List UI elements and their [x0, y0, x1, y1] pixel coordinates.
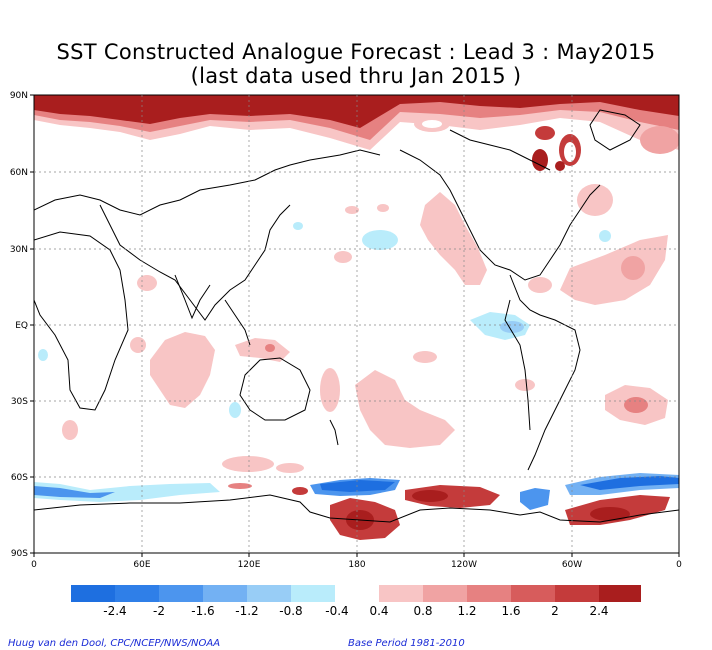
colorbar-label: 2.4: [589, 604, 609, 618]
colorbar-swatch: [159, 585, 203, 602]
anomaly-shading: [34, 95, 679, 540]
colorbar-swatch: [511, 585, 555, 602]
colorbar-swatch: [291, 585, 335, 602]
colorbar-label: -2: [153, 604, 165, 618]
colorbar-label: -1.6: [191, 604, 215, 618]
colorbar-label: 0.4: [369, 604, 389, 618]
colorbar-swatch: [247, 585, 291, 602]
lon-label-180: 180: [348, 560, 365, 570]
lon-label-0-east: 0: [676, 560, 682, 570]
axis-ticks: [30, 94, 680, 557]
colorbar-label: 1.2: [457, 604, 477, 618]
lon-label-120w: 120W: [451, 560, 477, 570]
lon-label-0: 0: [31, 560, 37, 570]
lon-label-60e: 60E: [133, 560, 150, 570]
lat-label-60n: 60N: [10, 168, 28, 178]
colorbar-swatch: [423, 585, 467, 602]
colorbar-label: 2: [551, 604, 559, 618]
colorbar-swatch: [555, 585, 599, 602]
colorbar-label: -0.8: [279, 604, 303, 618]
colorbar-swatch: [115, 585, 159, 602]
colorbar-swatch: [599, 585, 641, 602]
lon-label-120e: 120E: [238, 560, 261, 570]
lat-label-eq: EQ: [15, 321, 28, 331]
lat-label-30n: 30N: [10, 245, 28, 255]
colorbar-label: -1.2: [235, 604, 259, 618]
lat-label-90n: 90N: [10, 91, 28, 101]
colorbar-label: 0.8: [413, 604, 433, 618]
map-title: SST Constructed Analogue Forecast : Lead…: [56, 40, 656, 64]
colorbar-label: -0.4: [325, 604, 349, 618]
colorbar-label: 1.6: [501, 604, 521, 618]
map-subtitle: (last data used thru Jan 2015 ): [190, 64, 522, 88]
lat-label-60s: 60S: [11, 473, 28, 483]
credit-text: Huug van den Dool, CPC/NCEP/NWS/NOAA: [8, 638, 221, 649]
colorbar-swatch: [379, 585, 423, 602]
lat-label-30s: 30S: [11, 397, 28, 407]
graticule: [34, 95, 679, 553]
colorbar-swatch: [467, 585, 511, 602]
colorbar-swatch: [203, 585, 247, 602]
lon-label-60w: 60W: [562, 560, 582, 570]
lat-label-90s: 90S: [11, 549, 28, 559]
base-period-text: Base Period 1981-2010: [348, 638, 465, 649]
colorbar-swatch: [71, 585, 115, 602]
colorbar-label: -2.4: [103, 604, 127, 618]
coastlines: [34, 109, 679, 523]
colorbar: [71, 585, 641, 602]
